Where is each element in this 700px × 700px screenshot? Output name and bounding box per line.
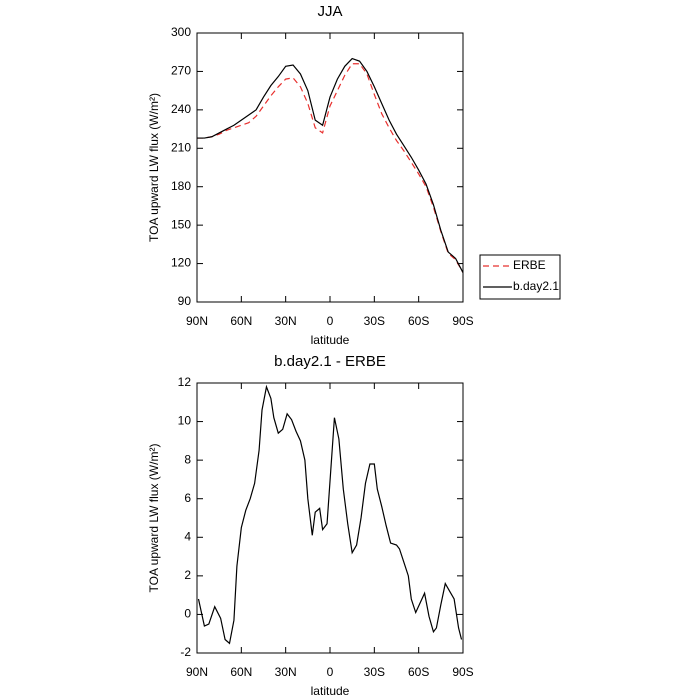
y-tick-label: 240 bbox=[171, 102, 191, 116]
x-tick-label: 0 bbox=[327, 665, 334, 679]
y-tick-label: 270 bbox=[171, 64, 191, 78]
x-tick-label: 30S bbox=[364, 665, 385, 679]
y-tick-label: 210 bbox=[171, 140, 191, 154]
x-tick-label: 90N bbox=[186, 665, 208, 679]
chart-title: JJA bbox=[317, 3, 342, 20]
y-tick-label: 4 bbox=[184, 529, 191, 543]
x-tick-label: 60N bbox=[230, 314, 252, 328]
y-tick-label: -2 bbox=[180, 645, 191, 659]
x-axis-label: latitude bbox=[311, 684, 350, 698]
x-tick-label: 60N bbox=[230, 665, 252, 679]
y-tick-label: 90 bbox=[178, 294, 192, 308]
y-tick-label: 8 bbox=[184, 452, 191, 466]
x-tick-label: 60S bbox=[408, 314, 429, 328]
x-tick-label: 90S bbox=[452, 314, 473, 328]
series-line bbox=[197, 384, 463, 645]
plot-frame bbox=[196, 382, 464, 654]
y-axis-label: TOA upward LW flux (W/m²) bbox=[147, 444, 161, 593]
y-tick-label: 150 bbox=[171, 217, 191, 231]
y-axis-label: TOA upward LW flux (W/m²) bbox=[147, 93, 161, 242]
plot-frame bbox=[196, 32, 464, 303]
y-tick-label: 6 bbox=[184, 491, 191, 505]
x-tick-label: 0 bbox=[327, 314, 334, 328]
legend-label: b.day2.1 bbox=[513, 279, 559, 293]
x-tick-label: 30N bbox=[275, 665, 297, 679]
x-tick-label: 90S bbox=[452, 665, 473, 679]
legend-label: ERBE bbox=[513, 258, 546, 272]
y-tick-label: 120 bbox=[171, 256, 191, 270]
x-tick-label: 30N bbox=[275, 314, 297, 328]
y-tick-label: 0 bbox=[184, 607, 191, 621]
chart-title: b.day2.1 - ERBE bbox=[274, 353, 386, 370]
legend-box bbox=[479, 254, 561, 300]
x-tick-label: 90N bbox=[186, 314, 208, 328]
x-axis-label: latitude bbox=[311, 333, 350, 347]
y-tick-label: 10 bbox=[178, 414, 192, 428]
y-tick-label: 12 bbox=[178, 375, 192, 389]
x-tick-label: 60S bbox=[408, 665, 429, 679]
series-line bbox=[197, 57, 464, 273]
y-tick-label: 2 bbox=[184, 568, 191, 582]
series-line bbox=[197, 63, 464, 273]
y-tick-label: 300 bbox=[171, 25, 191, 39]
y-tick-label: 180 bbox=[171, 179, 191, 193]
x-tick-label: 30S bbox=[364, 314, 385, 328]
